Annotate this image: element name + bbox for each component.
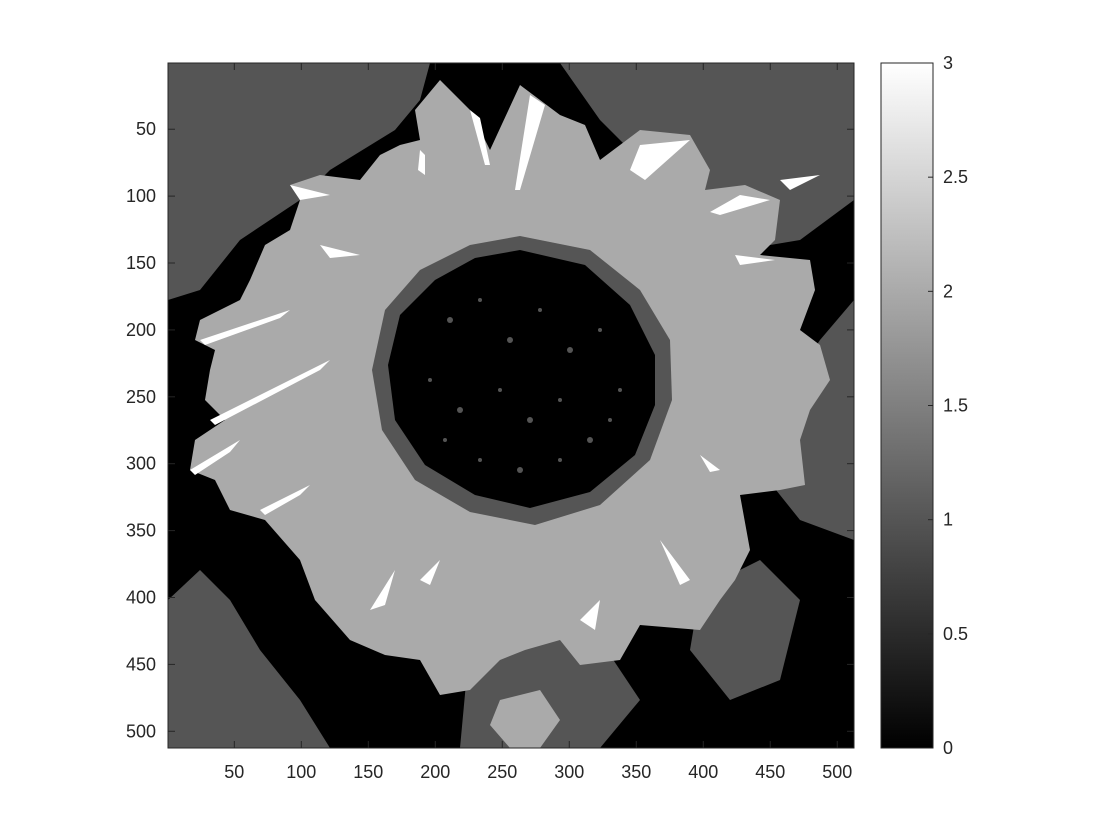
x-tick-label: 50 (224, 762, 244, 782)
colorbar (880, 62, 934, 749)
colorbar-axis: 0 0.5 1 1.5 2 2.5 3 (928, 53, 968, 758)
x-tick-label: 100 (286, 762, 316, 782)
heatmap-image (168, 63, 854, 748)
y-tick-label: 200 (126, 320, 156, 340)
x-axis: 50 100 150 200 250 300 350 400 450 500 (224, 63, 852, 782)
x-tick-label: 150 (353, 762, 383, 782)
colorbar-tick-label: 2.5 (943, 167, 968, 187)
y-tick-label: 250 (126, 387, 156, 407)
x-tick-label: 300 (554, 762, 584, 782)
x-tick-label: 400 (688, 762, 718, 782)
y-axis: 50 100 150 200 250 300 350 400 450 500 (126, 119, 854, 741)
plot-area (167, 62, 855, 749)
colorbar-tick-label: 2 (943, 281, 953, 301)
colorbar-tick-label: 0 (943, 738, 953, 758)
x-tick-label: 350 (621, 762, 651, 782)
y-tick-label: 300 (126, 454, 156, 474)
colorbar-tick-label: 1.5 (943, 396, 968, 416)
x-tick-label: 450 (755, 762, 785, 782)
y-tick-label: 400 (126, 587, 156, 607)
stem (490, 690, 560, 748)
colorbar-tick-label: 3 (943, 53, 953, 73)
foliage-upper-right (560, 63, 854, 250)
y-tick-label: 350 (126, 521, 156, 541)
foliage-lower-left (168, 570, 330, 748)
disk-center (388, 250, 655, 508)
x-tick-label: 500 (822, 762, 852, 782)
y-tick-label: 50 (136, 119, 156, 139)
x-tick-label: 250 (487, 762, 517, 782)
petal-highlights (190, 95, 820, 630)
y-tick-label: 450 (126, 654, 156, 674)
colorbar-tick-label: 0.5 (943, 624, 968, 644)
x-tick-label: 200 (420, 762, 450, 782)
y-tick-label: 500 (126, 721, 156, 741)
y-tick-label: 100 (126, 186, 156, 206)
foliage-upper-left (168, 63, 430, 300)
colorbar-tick-label: 1 (943, 510, 953, 530)
y-tick-label: 150 (126, 253, 156, 273)
disk-speckles (428, 298, 622, 473)
